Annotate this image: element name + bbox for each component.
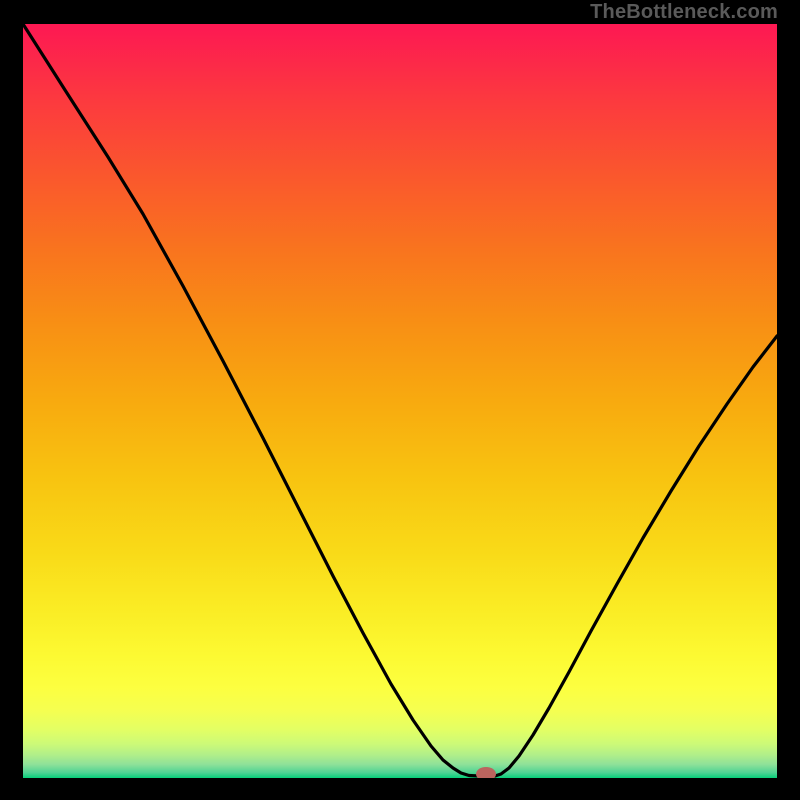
chart-canvas: { "watermark": { "text": "TheBottleneck.… xyxy=(0,0,800,800)
bottleneck-curve xyxy=(23,24,777,778)
watermark-text: TheBottleneck.com xyxy=(590,1,778,24)
minimum-marker xyxy=(476,767,496,778)
plot-area xyxy=(23,24,777,778)
